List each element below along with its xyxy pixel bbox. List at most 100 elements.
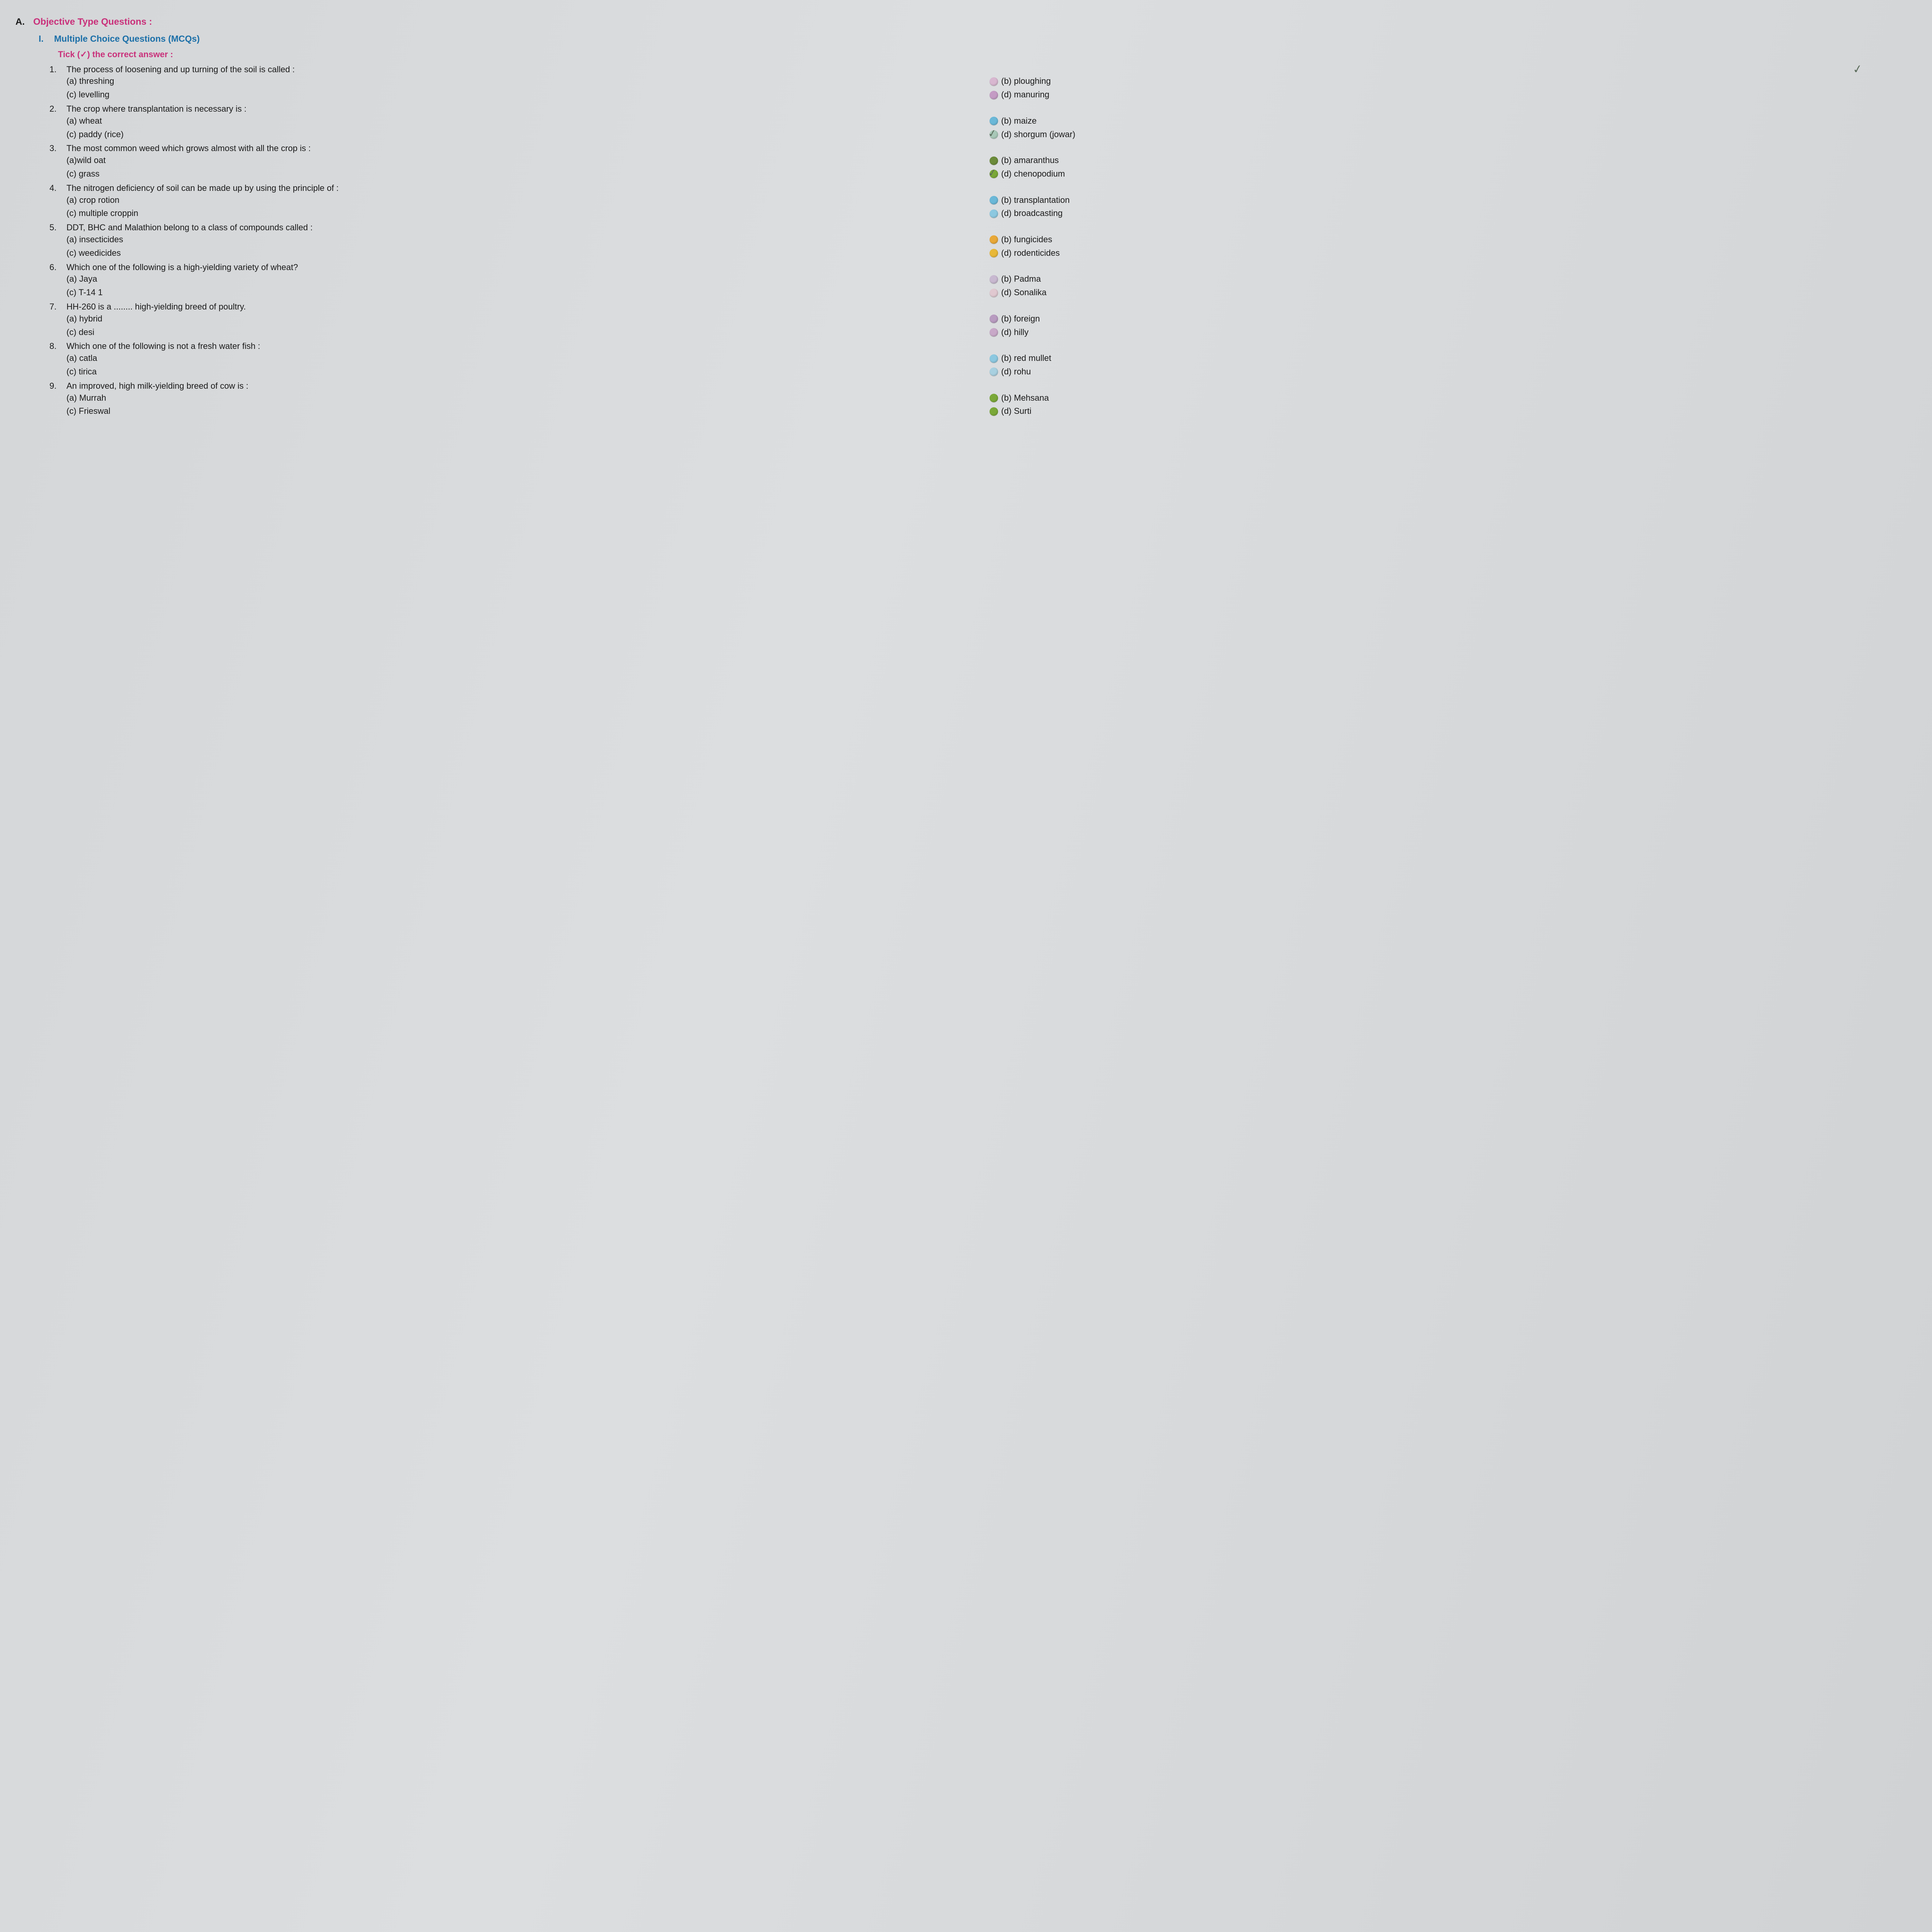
option-label: (c) desi [66,327,94,338]
question-text: The process of loosening and up turning … [66,64,1909,76]
option[interactable]: (b) Padma [990,273,1909,285]
options-grid: (a) Murrah (b) Mehsana (c) Frieswal (d) Sur… [66,392,1909,418]
option-label: (b) ploughing [1001,75,1051,87]
option[interactable]: (b) red mullet [990,352,1909,364]
option-label: (d) rodenticides [1001,247,1060,259]
option[interactable]: (a) crop rotion [66,194,986,206]
question-row: 8. Which one of the following is not a fr… [49,340,1909,352]
option-label: (a) threshing [66,75,114,87]
options-grid: (a) crop rotion (b) transplantation (c) mu… [66,194,1909,220]
option-label: (b) foreign [1001,313,1040,325]
question-text: The most common weed which grows almost … [66,143,1909,155]
question-block: 1. The process of loosening and up turnin… [49,64,1909,101]
option[interactable]: (c) paddy (rice) [66,129,986,141]
question-text: The crop where transplantation is necess… [66,103,1909,115]
option[interactable]: (d) broadcasting [990,207,1909,219]
options-grid: (a) hybrid (b) foreign (c) desi (d) hilly [66,313,1909,338]
option-bullet-icon [990,170,998,178]
option-label: (a)wild oat [66,155,105,167]
question-row: 1. The process of loosening and up turnin… [49,64,1909,76]
option[interactable]: ✓(d) shorgum (jowar) [990,129,1909,141]
question-row: 2. The crop where transplantation is nece… [49,103,1909,115]
question-block: 2. The crop where transplantation is nece… [49,103,1909,140]
option[interactable]: (c) levelling [66,89,986,101]
option[interactable]: ✓(d) chenopodium [990,168,1909,180]
question-number: 5. [49,222,61,234]
option-label: (d) Sonalika [1001,287,1046,299]
option[interactable]: (c) weedicides [66,247,986,259]
option-label: (d) chenopodium [1001,168,1065,180]
option-label: (d) Surti [1001,405,1031,417]
option[interactable]: (d) Sonalika [990,287,1909,299]
option[interactable]: (c) T-14 1 [66,287,986,299]
option[interactable]: (a) Murrah [66,392,986,404]
option-label: (b) amaranthus [1001,155,1059,167]
option[interactable]: (c) Frieswal [66,405,986,417]
question-row: 9.An improved, high milk-yielding breed … [49,380,1909,392]
question-row: 5.DDT, BHC and Malathion belong to a cla… [49,222,1909,234]
question-number: 1. [49,64,61,76]
option-label: (b) Padma [1001,273,1041,285]
option-bullet-icon [990,117,998,125]
option[interactable]: (d) rodenticides [990,247,1909,259]
question-number: 8. [49,340,61,352]
question-block: 5.DDT, BHC and Malathion belong to a cla… [49,222,1909,259]
option[interactable]: (b) foreign [990,313,1909,325]
subsection-title: Multiple Choice Questions (MCQs) [54,32,200,45]
option[interactable]: (c) tirica [66,366,986,378]
option[interactable]: (a) catla [66,352,986,364]
option[interactable]: (a) hybrid [66,313,986,325]
option[interactable]: (a)wild oat [66,155,986,167]
section-title: Objective Type Questions : [33,15,152,29]
options-grid: (a) insecticides (b) fungicides (c) weedic… [66,234,1909,259]
option[interactable]: (a) threshing [66,75,986,87]
option[interactable]: (c) multiple croppin [66,207,986,219]
option[interactable]: (a) Jaya [66,273,986,285]
option-label: (c) levelling [66,89,109,101]
subsection-number: I. [39,32,47,45]
question-row: 6.Which one of the following is a high-y… [49,262,1909,274]
option-label: (a) insecticides [66,234,123,246]
option-bullet-icon [990,289,998,297]
option[interactable]: (d) rohu [990,366,1909,378]
question-text: Which one of the following is not a fres… [66,340,1909,352]
option-bullet-icon [990,235,998,244]
option-label: (a) hybrid [66,313,102,325]
option-bullet-icon [990,407,998,416]
option[interactable]: (a) insecticides [66,234,986,246]
option[interactable]: (b) ploughing [990,75,1909,87]
question-number: 4. [49,182,61,194]
option[interactable]: (d) Surti [990,405,1909,417]
option[interactable]: (c) desi [66,327,986,338]
option-label: (d) hilly [1001,327,1029,338]
option[interactable]: (b) amaranthus [990,155,1909,167]
option-bullet-icon [990,130,998,139]
question-block: 8. Which one of the following is not a fr… [49,340,1909,378]
question-text: An improved, high milk-yielding breed of… [66,380,1909,392]
option-label: (c) weedicides [66,247,121,259]
option-label: (b) red mullet [1001,352,1051,364]
option[interactable]: (d) hilly [990,327,1909,338]
option[interactable]: (c) grass [66,168,986,180]
question-number: 2. [49,103,61,115]
question-block: 3.The most common weed which grows almos… [49,143,1909,180]
option-bullet-icon [990,77,998,86]
option[interactable]: (b) Mehsana [990,392,1909,404]
question-row: 3.The most common weed which grows almos… [49,143,1909,155]
option-label: (c) grass [66,168,100,180]
option[interactable]: (a) wheat [66,115,986,127]
option[interactable]: (d) manuring [990,89,1909,101]
option-label: (c) paddy (rice) [66,129,124,141]
question-block: 9.An improved, high milk-yielding breed … [49,380,1909,417]
option[interactable]: (b) fungicides [990,234,1909,246]
option-label: (c) multiple croppin [66,207,138,219]
option-label: (a) Jaya [66,273,97,285]
question-number: 6. [49,262,61,274]
option-bullet-icon [990,209,998,218]
option[interactable]: (b) transplantation [990,194,1909,206]
options-grid: (a) wheat (b) maize (c) paddy (rice) ✓(d) s… [66,115,1909,141]
questions-container: 1. The process of loosening and up turnin… [15,64,1909,418]
option-bullet-icon [990,328,998,337]
option-label: (a) wheat [66,115,102,127]
option[interactable]: (b) maize [990,115,1909,127]
